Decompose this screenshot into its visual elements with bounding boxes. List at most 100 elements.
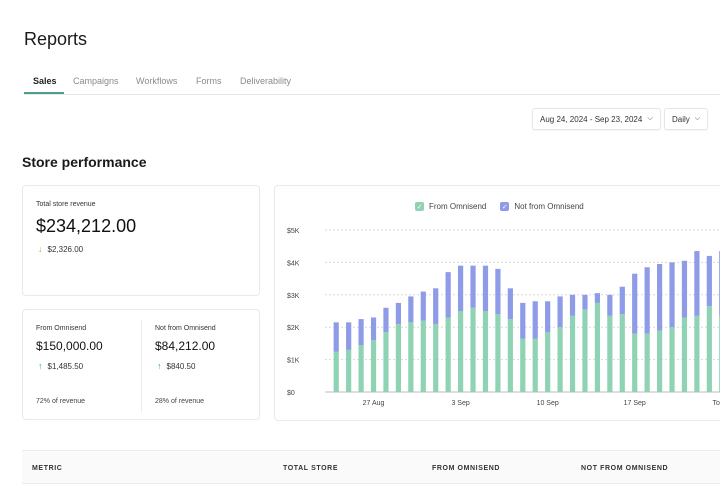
- not-omnisend-label: Not from Omnisend: [155, 325, 216, 332]
- bar-from-omnisend: [669, 327, 675, 392]
- bar-not-from-omnisend: [370, 317, 377, 341]
- granularity-value: Daily: [672, 114, 690, 124]
- from-omnisend-share-value: 72%: [36, 398, 51, 405]
- section-title: Store performance: [22, 154, 147, 170]
- bar-from-omnisend: [395, 323, 402, 392]
- bar-from-omnisend: [370, 340, 377, 392]
- page-title: Reports: [24, 29, 88, 49]
- not-omnisend-delta-value: $840.50: [166, 361, 196, 371]
- bar-not-from-omnisend: [457, 265, 464, 311]
- bar-not-from-omnisend: [694, 251, 700, 316]
- split-divider: [141, 320, 142, 412]
- bar-not-from-omnisend: [582, 294, 588, 310]
- tab-forms[interactable]: Forms: [196, 76, 222, 86]
- total-revenue-card: Total store revenue $234,212.00 ↓ $2,326…: [22, 185, 260, 296]
- chart-legend: ✓ From Omnisend ✓ Not from Omnisend: [415, 202, 584, 211]
- bar-from-omnisend: [445, 317, 451, 392]
- total-revenue-delta-value: $2,326.00: [47, 244, 84, 254]
- x-tick-label: 27 Aug: [363, 400, 385, 407]
- not-omnisend-share: 28% of revenue: [155, 398, 204, 405]
- metrics-table-header: METRIC TOTAL STORE FROM OMNISEND NOT FRO…: [22, 450, 720, 484]
- bar-from-omnisend: [433, 323, 439, 392]
- bar-not-from-omnisend: [619, 286, 625, 315]
- tab-deliverability[interactable]: Deliverability: [240, 76, 292, 86]
- bar-not-from-omnisend: [346, 322, 352, 350]
- not-omnisend-value: $84,212.00: [155, 339, 216, 353]
- date-range-select[interactable]: Aug 24, 2024 - Sep 23, 2024 ⌵: [532, 108, 661, 130]
- column-header-total-store: TOTAL STORE: [283, 465, 339, 472]
- legend-item-from-omnisend[interactable]: ✓ From Omnisend: [415, 202, 486, 211]
- bar-from-omnisend: [482, 311, 489, 392]
- bar-not-from-omnisend: [333, 322, 339, 352]
- tab-campaigns[interactable]: Campaigns: [73, 76, 119, 86]
- total-revenue-delta: ↓ $2,326.00: [38, 244, 83, 254]
- column-header-from-omnisend: FROM OMNISEND: [432, 465, 501, 472]
- bar-not-from-omnisend: [358, 319, 364, 346]
- bar-from-omnisend: [619, 314, 625, 392]
- bar-not-from-omnisend: [706, 255, 712, 307]
- bar-from-omnisend: [346, 349, 352, 392]
- bar-from-omnisend: [420, 320, 426, 392]
- tab-workflows[interactable]: Workflows: [136, 76, 178, 86]
- bar-not-from-omnisend: [520, 302, 526, 339]
- bar-not-from-omnisend: [545, 301, 551, 333]
- bar-from-omnisend: [607, 315, 613, 392]
- x-tick-label: 3 Sep: [451, 400, 469, 407]
- bar-not-from-omnisend: [594, 293, 601, 303]
- active-tab-indicator: [24, 92, 64, 94]
- date-range-value: Aug 24, 2024 - Sep 23, 2024: [540, 114, 643, 124]
- bar-not-from-omnisend: [408, 296, 414, 323]
- bar-not-from-omnisend: [532, 301, 538, 339]
- total-revenue-value: $234,212.00: [36, 216, 137, 236]
- bar-from-omnisend: [470, 307, 476, 392]
- bar-from-omnisend: [358, 345, 364, 392]
- bar-from-omnisend: [383, 332, 389, 392]
- bar-not-from-omnisend: [607, 294, 613, 316]
- bar-from-omnisend: [532, 338, 538, 392]
- bar-not-from-omnisend: [420, 291, 426, 321]
- bar-not-from-omnisend: [644, 267, 650, 334]
- bar-not-from-omnisend: [557, 296, 563, 328]
- arrow-up-icon: ↑: [157, 361, 162, 371]
- column-header-not-from-omnisend: NOT FROM OMNISEND: [581, 465, 669, 472]
- bar-not-from-omnisend: [383, 307, 389, 333]
- y-tick-label: $4K: [287, 260, 300, 267]
- bar-not-from-omnisend: [569, 294, 576, 316]
- legend-item-not-from-omnisend[interactable]: ✓ Not from Omnisend: [500, 202, 584, 211]
- bar-from-omnisend: [520, 338, 526, 392]
- bar-from-omnisend: [333, 351, 339, 392]
- bar-from-omnisend: [632, 333, 638, 392]
- bar-not-from-omnisend: [669, 262, 675, 328]
- from-omnisend-label: From Omnisend: [36, 325, 87, 332]
- tab-sales[interactable]: Sales: [33, 76, 57, 86]
- column-header-metric: METRIC: [32, 465, 63, 472]
- bar-from-omnisend: [495, 314, 501, 392]
- arrow-down-icon: ↓: [38, 244, 43, 254]
- bar-not-from-omnisend: [681, 260, 688, 318]
- bar-from-omnisend: [594, 302, 601, 392]
- total-revenue-label: Total store revenue: [36, 201, 96, 208]
- revenue-chart-card: ✓ From Omnisend ✓ Not from Omnisend $0 $1…: [274, 185, 720, 421]
- checkbox-icon: ✓: [415, 202, 424, 211]
- bar-from-omnisend: [569, 315, 576, 392]
- chevron-down-icon: ⌵: [647, 115, 653, 122]
- not-omnisend-delta: ↑ $840.50: [157, 361, 195, 371]
- from-omnisend-delta: ↑ $1,485.50: [38, 361, 83, 371]
- bar-from-omnisend: [545, 332, 551, 392]
- bar-not-from-omnisend: [445, 272, 451, 318]
- y-tick-label: $0: [287, 390, 295, 397]
- y-tick-label: $2K: [287, 325, 300, 332]
- bar-not-from-omnisend: [632, 273, 638, 334]
- bar-not-from-omnisend: [482, 265, 489, 311]
- legend-label-from-omnisend: From Omnisend: [429, 202, 487, 211]
- legend-label-not-from-omnisend: Not from Omnisend: [514, 202, 584, 211]
- granularity-select[interactable]: Daily ⌵: [664, 108, 709, 130]
- bar-not-from-omnisend: [656, 264, 663, 331]
- bar-from-omnisend: [582, 309, 588, 392]
- revenue-bar-chart: $0 $1K $2K $3K $4K $5K 27 Aug 3 Sep 10 Sep 17 Sep…: [287, 228, 720, 407]
- bar-from-omnisend: [706, 306, 712, 392]
- from-omnisend-delta-value: $1,485.50: [47, 361, 84, 371]
- not-omnisend-share-text: of revenue: [170, 398, 205, 405]
- from-omnisend-share-text: of revenue: [51, 398, 86, 405]
